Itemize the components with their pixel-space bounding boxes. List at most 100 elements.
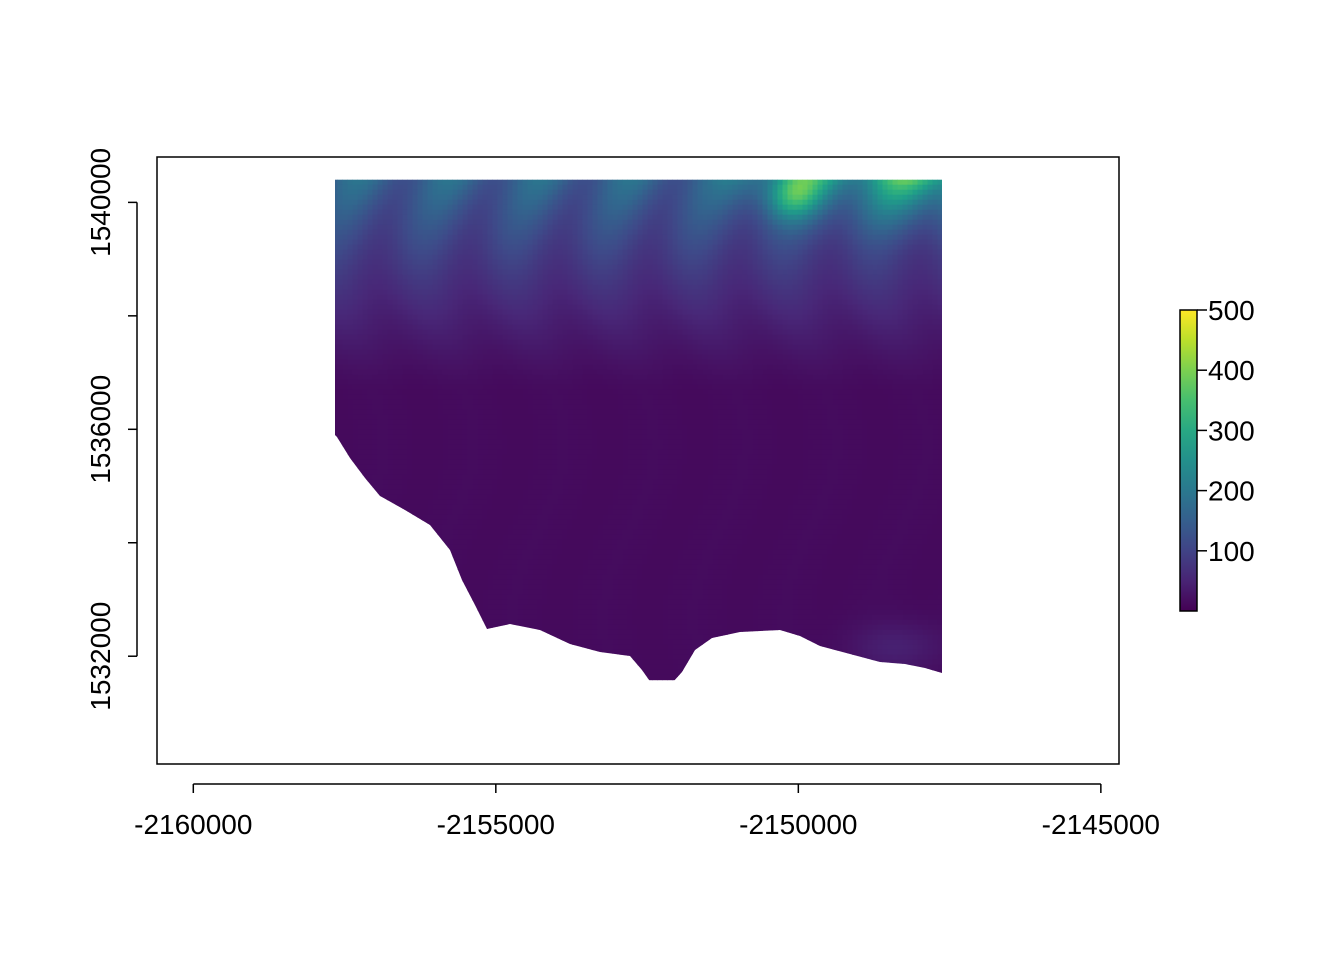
raster-cell bbox=[337, 199, 343, 206]
raster-cell bbox=[607, 249, 613, 256]
raster-cell bbox=[335, 379, 338, 386]
raster-cell bbox=[512, 214, 518, 221]
raster-cell bbox=[722, 199, 728, 206]
raster-cell bbox=[652, 309, 658, 316]
raster-cell bbox=[887, 209, 893, 216]
raster-cell bbox=[577, 339, 583, 346]
raster-cell bbox=[492, 324, 498, 331]
raster-cell bbox=[392, 374, 398, 381]
raster-cell bbox=[362, 239, 368, 246]
raster-cell bbox=[777, 344, 783, 351]
raster-cell bbox=[377, 244, 383, 251]
raster-cell bbox=[682, 334, 688, 341]
raster-cell bbox=[397, 289, 403, 296]
raster-cell bbox=[672, 229, 678, 236]
raster-cell bbox=[702, 239, 708, 246]
raster-cell bbox=[617, 299, 623, 306]
raster-cell bbox=[467, 269, 473, 276]
raster-cell bbox=[477, 364, 483, 371]
raster-cell bbox=[357, 379, 363, 386]
raster-cell bbox=[927, 254, 933, 261]
raster-cell bbox=[697, 284, 703, 291]
raster-cell bbox=[607, 199, 613, 206]
raster-cell bbox=[827, 324, 833, 331]
raster-cell bbox=[622, 179, 628, 186]
raster-cell bbox=[442, 304, 448, 311]
raster-cell bbox=[697, 349, 703, 356]
raster-cell bbox=[742, 279, 748, 286]
raster-cell bbox=[437, 354, 443, 361]
raster-cell bbox=[537, 344, 543, 351]
raster-cell bbox=[937, 309, 942, 316]
raster-cell bbox=[632, 179, 638, 186]
raster-cell bbox=[592, 234, 598, 241]
raster-cell bbox=[807, 274, 813, 281]
raster-cell bbox=[552, 354, 558, 361]
raster-cell bbox=[907, 369, 913, 376]
raster-cell bbox=[587, 189, 593, 196]
raster-cell bbox=[737, 214, 743, 221]
raster-cell bbox=[452, 299, 458, 306]
raster-cell bbox=[937, 264, 942, 271]
raster-cell bbox=[912, 254, 918, 261]
raster-cell bbox=[352, 204, 358, 211]
raster-cell bbox=[462, 304, 468, 311]
raster-cell bbox=[932, 264, 938, 271]
raster-cell bbox=[652, 329, 658, 336]
raster-cell bbox=[782, 324, 788, 331]
raster-cell bbox=[437, 369, 443, 376]
raster-cell bbox=[627, 219, 633, 226]
raster-cell bbox=[582, 299, 588, 306]
raster-cell bbox=[682, 189, 688, 196]
raster-cell bbox=[462, 364, 468, 371]
raster-cell bbox=[932, 254, 938, 261]
raster-cell bbox=[357, 364, 363, 371]
raster-cell bbox=[712, 279, 718, 286]
raster-cell bbox=[672, 254, 678, 261]
raster-cell bbox=[582, 359, 588, 366]
raster-cell bbox=[687, 284, 693, 291]
raster-cell bbox=[487, 379, 493, 386]
raster-cell bbox=[807, 304, 813, 311]
raster-cell bbox=[452, 329, 458, 336]
raster-cell bbox=[802, 379, 808, 386]
raster-cell bbox=[632, 289, 638, 296]
raster-cell bbox=[552, 269, 558, 276]
raster-cell bbox=[437, 249, 443, 256]
raster-cell bbox=[527, 364, 533, 371]
raster-cell bbox=[462, 269, 468, 276]
raster-cell bbox=[462, 289, 468, 296]
raster-cell bbox=[812, 374, 818, 381]
raster-cell bbox=[912, 224, 918, 231]
raster-cell bbox=[482, 329, 488, 336]
raster-cell bbox=[892, 319, 898, 326]
raster-cell bbox=[647, 279, 653, 286]
raster-cell bbox=[867, 329, 873, 336]
raster-cell bbox=[727, 249, 733, 256]
raster-cell bbox=[877, 279, 883, 286]
raster-cell bbox=[507, 264, 513, 271]
raster-cell bbox=[467, 324, 473, 331]
raster-cell bbox=[377, 259, 383, 266]
raster-cell bbox=[912, 359, 918, 366]
raster-cell bbox=[492, 179, 498, 186]
raster-cell bbox=[367, 319, 373, 326]
raster-cell bbox=[502, 314, 508, 321]
raster-cell bbox=[697, 234, 703, 241]
raster-cell bbox=[512, 304, 518, 311]
raster-cell bbox=[352, 334, 358, 341]
raster-cell bbox=[382, 244, 388, 251]
raster-cell bbox=[832, 379, 838, 386]
raster-cell bbox=[697, 339, 703, 346]
raster-cell bbox=[442, 319, 448, 326]
raster-cell bbox=[627, 279, 633, 286]
raster-cell bbox=[457, 359, 463, 366]
raster-cell bbox=[572, 219, 578, 226]
raster-cell bbox=[772, 299, 778, 306]
raster-cell bbox=[742, 269, 748, 276]
raster-cell bbox=[427, 184, 433, 191]
raster-cell bbox=[902, 329, 908, 336]
raster-cell bbox=[657, 339, 663, 346]
raster-cell bbox=[642, 324, 648, 331]
raster-cell bbox=[927, 279, 933, 286]
